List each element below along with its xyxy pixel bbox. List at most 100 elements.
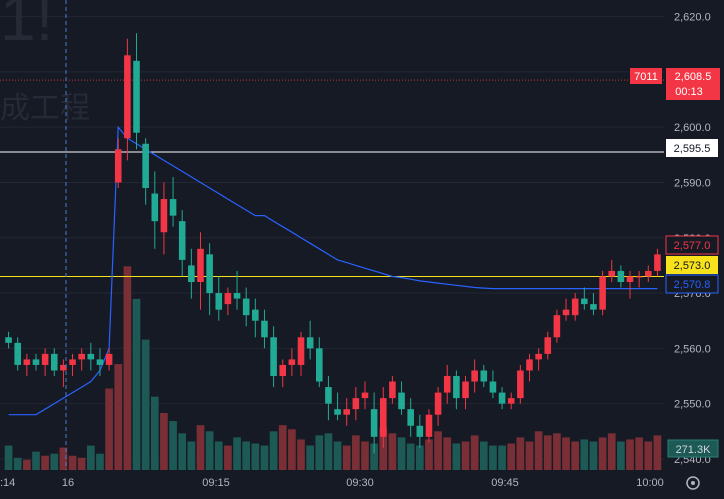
candle-body	[178, 221, 186, 260]
volume-bar	[59, 447, 68, 470]
candle-body	[361, 392, 369, 399]
volume-bar	[626, 439, 634, 470]
volume-bar	[333, 441, 342, 470]
volume-bar	[324, 433, 333, 470]
volume-bar	[461, 441, 470, 470]
volume-bar	[653, 435, 662, 470]
volume-bar	[68, 455, 77, 470]
volume-bar	[288, 429, 296, 470]
time-tick: 10:00	[636, 477, 664, 489]
candle-body	[571, 298, 579, 316]
volume-bar	[251, 443, 260, 470]
volume-bar	[4, 445, 13, 470]
volume-bar	[361, 441, 369, 470]
candle-body	[562, 309, 570, 316]
volume-bar	[415, 445, 424, 470]
candle-body	[261, 320, 268, 338]
volume-bar	[498, 445, 506, 470]
candle-body	[379, 398, 387, 437]
volume-bar	[269, 431, 278, 470]
white-line-price: 2,595.5	[674, 143, 711, 155]
yellow-line-price: 2,573.0	[674, 260, 711, 272]
volume-bar	[571, 441, 580, 470]
watermark-subtext: 成工程	[0, 92, 90, 125]
candle-body	[215, 293, 223, 310]
settings-button[interactable]	[686, 476, 700, 490]
candle-body	[553, 315, 561, 338]
volume-bar	[32, 451, 40, 470]
volume-bar	[489, 445, 497, 470]
volume-bar	[132, 298, 141, 470]
candle-body	[471, 370, 478, 382]
volume-bar	[214, 441, 223, 470]
candle-body	[635, 276, 643, 278]
volume-bars	[4, 266, 662, 470]
candle-body	[78, 353, 85, 360]
volume-bar	[77, 457, 86, 470]
candle-body	[188, 265, 195, 282]
candle-body	[407, 409, 414, 426]
volume-bar	[516, 437, 525, 470]
candle-body	[41, 353, 49, 365]
volume-bar	[86, 445, 95, 470]
price-tick: 2,560.0	[674, 343, 711, 355]
volume-tag	[667, 439, 719, 458]
volume-bar	[617, 441, 625, 470]
price-tick: 2,550.0	[674, 399, 711, 411]
volume-bar	[297, 439, 305, 470]
candle-body	[169, 199, 177, 216]
time-tick: 09:15	[202, 477, 230, 489]
volume-bar	[260, 445, 269, 470]
candle-body	[498, 392, 506, 404]
candle-body	[517, 370, 524, 399]
last-price-prefix: 7011	[634, 71, 658, 83]
candle-body	[142, 143, 149, 188]
candle-body	[316, 348, 323, 382]
time-tick: 09:45	[491, 477, 519, 489]
volume-bar	[278, 425, 287, 470]
volume-bar	[534, 431, 543, 470]
volume-bar	[306, 445, 314, 470]
time-tick-edge: :14	[0, 477, 15, 489]
volume-bar	[205, 431, 214, 470]
candle-body	[599, 276, 606, 310]
last-price-value: 2,608.5	[675, 71, 712, 83]
ma-tag	[665, 274, 719, 294]
volume-bar	[525, 441, 534, 470]
volume-bar	[105, 388, 113, 470]
volume-bar	[507, 443, 516, 470]
volume-bar	[141, 339, 150, 470]
volume-bar	[13, 457, 22, 470]
candle-body	[389, 381, 396, 399]
candle-body	[654, 254, 661, 271]
candle-body	[151, 193, 159, 222]
ma-line	[8, 125, 658, 416]
candle-body	[645, 270, 652, 277]
volume-bar	[379, 427, 388, 470]
volume-bar	[470, 435, 479, 470]
time-axis[interactable]: 16 09:15 09:30 09:45 10:00:14	[0, 477, 664, 489]
volume-bar	[635, 437, 643, 470]
volume-bar	[114, 364, 123, 470]
settings-icon[interactable]	[686, 476, 700, 490]
volume-bar	[406, 443, 415, 470]
volume-bar	[342, 445, 351, 470]
candle-body	[453, 376, 460, 399]
candle-body	[398, 392, 405, 410]
candle-body	[416, 425, 424, 437]
time-tick: 09:30	[346, 477, 374, 489]
last-price-prefix-tag	[630, 68, 662, 84]
volume-bar	[224, 445, 232, 470]
candle-body	[160, 199, 168, 233]
candle-body	[114, 149, 122, 183]
candle-body	[325, 387, 332, 404]
candle-body	[343, 409, 350, 415]
price-tick: 2,620.0	[674, 12, 711, 24]
volume-bar	[178, 433, 187, 470]
white-line-tag	[666, 139, 718, 157]
candle-body	[581, 298, 588, 305]
price-tick: 2,590.0	[674, 177, 711, 189]
candle-body	[60, 364, 67, 371]
